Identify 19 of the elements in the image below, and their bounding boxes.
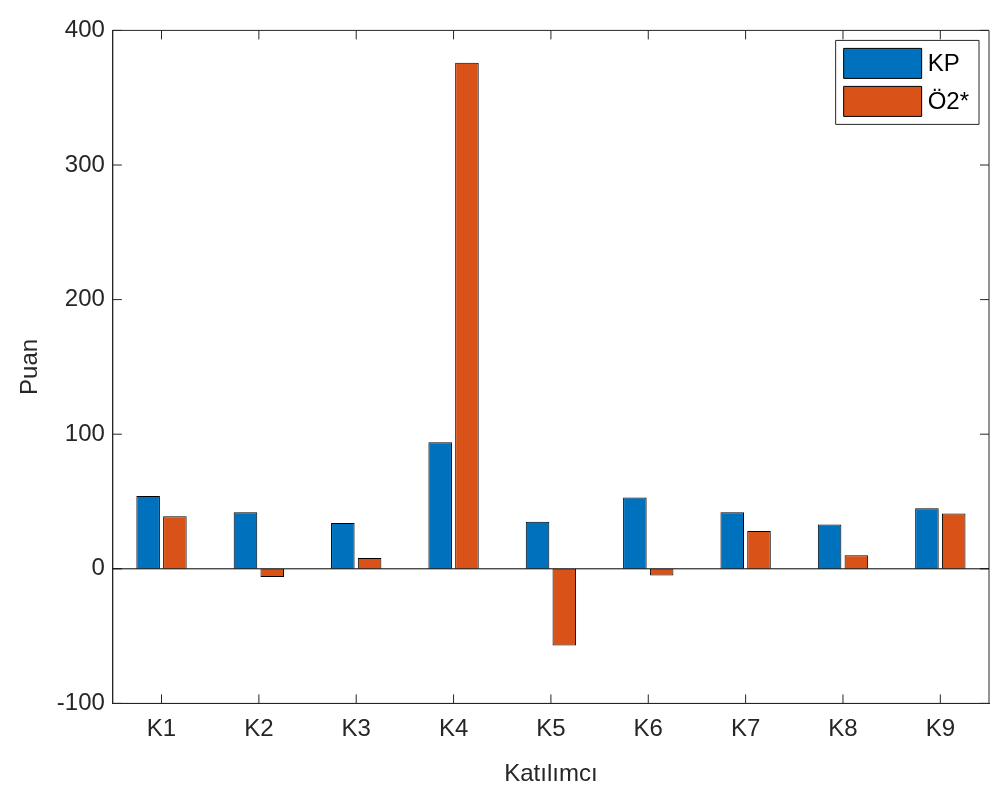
x-tick-label: K2 xyxy=(244,714,274,742)
y-tick-label: 300 xyxy=(64,149,105,177)
y-axis-title: Puan xyxy=(15,338,43,395)
x-tick-label: K6 xyxy=(633,714,663,742)
x-tick-label: K8 xyxy=(828,714,858,742)
x-tick-label: K9 xyxy=(925,714,955,742)
x-tick-label: K7 xyxy=(730,714,761,742)
x-tick-label: K1 xyxy=(146,714,177,742)
x-tick-label: K3 xyxy=(341,714,371,742)
y-tick-label: 100 xyxy=(64,418,105,446)
x-tick-label: K5 xyxy=(536,714,566,742)
y-tick-label: -100 xyxy=(56,688,105,716)
legend-label: KP xyxy=(927,49,960,77)
x-tick-label: K4 xyxy=(438,714,469,742)
y-tick-label: 200 xyxy=(64,284,105,312)
legend-label: Ö2* xyxy=(927,87,969,115)
y-tick-label: 400 xyxy=(64,15,105,43)
y-tick-label: 0 xyxy=(91,553,105,581)
x-axis-title: Katılımcı xyxy=(504,759,598,787)
